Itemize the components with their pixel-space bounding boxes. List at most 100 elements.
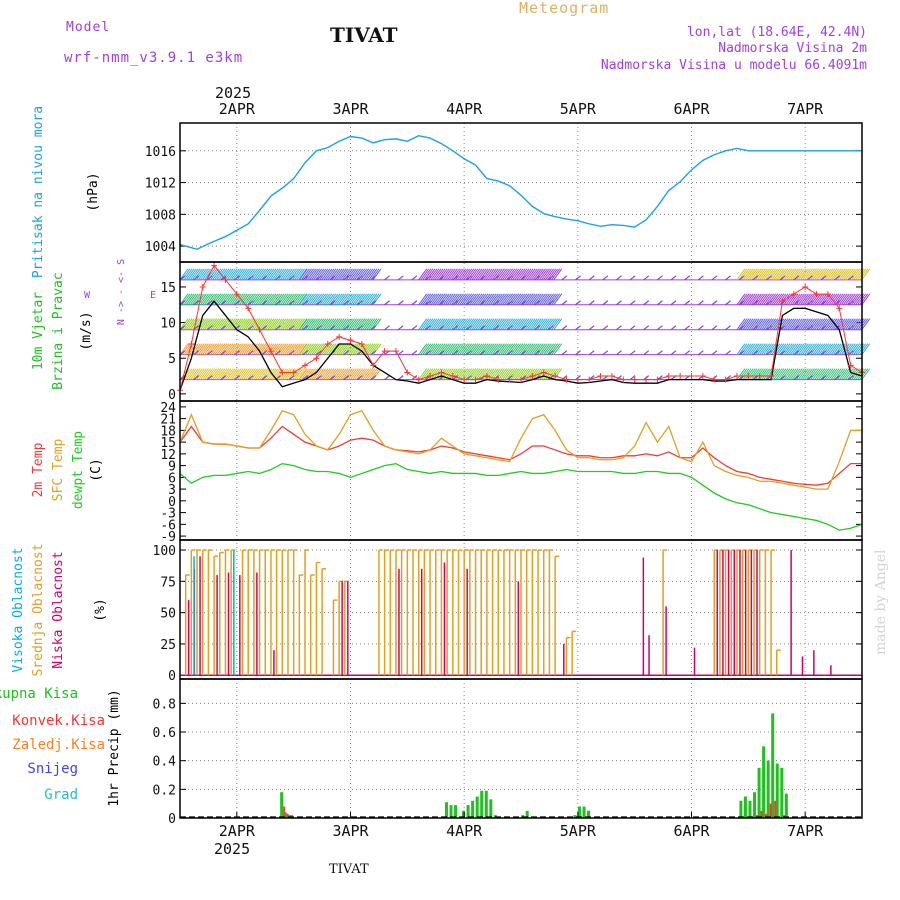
- wind-barb: [224, 368, 234, 380]
- wind-barb: [273, 268, 283, 281]
- wind-barb: [473, 343, 483, 355]
- wind-arrow: [179, 325, 186, 331]
- wind-barb: [824, 368, 834, 380]
- wind-arrow: [602, 300, 609, 306]
- wind-barb: [828, 343, 838, 355]
- temp-line-2: [179, 410, 862, 490]
- wind-barb: [226, 343, 236, 355]
- wind-barb: [292, 318, 301, 331]
- precip-bar: [760, 810, 763, 818]
- wind-barb: [830, 268, 840, 281]
- wind-barb: [512, 318, 522, 331]
- wind-barb: [836, 293, 846, 306]
- wind-barb: [553, 318, 563, 331]
- gust-marker: [847, 362, 854, 369]
- wind-arrow: [657, 350, 663, 356]
- wind-barb: [847, 343, 856, 355]
- wind-barb: [442, 268, 452, 281]
- wind-barb: [802, 318, 811, 331]
- wind-barb: [748, 368, 758, 380]
- wind-barb: [851, 268, 860, 281]
- wind-barb: [736, 268, 746, 281]
- wind-barb: [779, 318, 789, 331]
- gust-marker: [540, 369, 547, 376]
- y-tick-label: 5: [168, 352, 176, 367]
- wind-barb: [321, 293, 331, 306]
- wind-arrow: [193, 350, 200, 356]
- wind-barb: [526, 343, 536, 355]
- wind-barb: [446, 343, 456, 355]
- wind-barb: [738, 343, 748, 355]
- wind-barb: [763, 318, 772, 331]
- wind-barb: [795, 293, 805, 306]
- wind-barb: [335, 368, 345, 380]
- wind-barb: [545, 293, 554, 306]
- wind-arrow: [711, 275, 718, 281]
- x-tick-label-bottom: 3APR: [332, 822, 369, 840]
- wind-barb: [746, 268, 756, 281]
- x-tick-label-top: 2APR: [219, 100, 256, 118]
- wind-arrow: [834, 375, 841, 381]
- wind-arrow: [820, 325, 827, 331]
- gust-marker: [552, 373, 559, 380]
- wind-arrow: [261, 325, 268, 331]
- wind-barb: [518, 293, 528, 306]
- meteogram-title: Meteogram: [519, 0, 610, 17]
- wind-barb: [532, 268, 542, 281]
- wind-barb: [748, 318, 758, 331]
- wind-barb: [812, 368, 822, 380]
- wind-arrow: [234, 300, 240, 306]
- wind-barb: [218, 343, 228, 355]
- wind-barb: [773, 368, 783, 380]
- svg-text:Niska Oblacnost: Niska Oblacnost: [51, 551, 66, 668]
- wind-barb: [337, 293, 347, 306]
- wind-arrow: [820, 275, 827, 281]
- precip-bar: [466, 805, 470, 818]
- wind-barb: [236, 318, 246, 331]
- wind-arrow: [411, 375, 418, 381]
- wind-barb: [230, 268, 240, 281]
- wind-arrow: [370, 350, 377, 356]
- wind-barb: [309, 268, 318, 281]
- wind-arrow: [847, 325, 854, 331]
- wind-barb: [430, 343, 440, 355]
- wind-barb: [364, 268, 374, 281]
- wind-arrow: [356, 300, 363, 306]
- x-tick-label-bottom: 4APR: [446, 822, 483, 840]
- wind-barb: [354, 293, 363, 306]
- wind-barb: [448, 293, 458, 306]
- x-tick-label-top: 5APR: [560, 100, 597, 118]
- precip-bar: [286, 813, 289, 818]
- wind-barb: [455, 268, 464, 281]
- wind-arrow: [179, 275, 186, 281]
- wind-barb: [836, 268, 846, 281]
- wind-barb: [861, 318, 871, 331]
- wind-barb: [500, 368, 509, 380]
- wind-barb: [216, 368, 226, 380]
- wind-arrow: [261, 350, 268, 356]
- wind-barb: [536, 268, 546, 281]
- compass-west: W: [84, 290, 91, 301]
- pressure-axis-label: Pritisak na nivou mora: [31, 106, 46, 278]
- wind-barb: [738, 268, 748, 281]
- wind-barb: [861, 343, 871, 355]
- gust-marker: [324, 340, 331, 347]
- page-title: TIVAT: [330, 23, 398, 47]
- wind-barb: [518, 368, 528, 380]
- wind-barb: [352, 318, 361, 331]
- wind-barb: [491, 343, 501, 355]
- gust-marker: [472, 376, 479, 383]
- wind-barb: [222, 343, 232, 355]
- wind-barb: [826, 268, 836, 281]
- wind-barb: [750, 343, 760, 355]
- wind-barb: [368, 293, 378, 306]
- wind-arrow: [793, 350, 800, 356]
- wind-barb: [265, 368, 275, 380]
- footer-station: TIVAT: [329, 862, 369, 877]
- wind-arrow: [206, 300, 213, 306]
- wind-barb: [323, 368, 333, 380]
- wind-barb: [506, 368, 516, 380]
- wind-barb: [789, 368, 799, 380]
- wind-barb: [736, 343, 746, 355]
- gust-marker: [415, 376, 422, 383]
